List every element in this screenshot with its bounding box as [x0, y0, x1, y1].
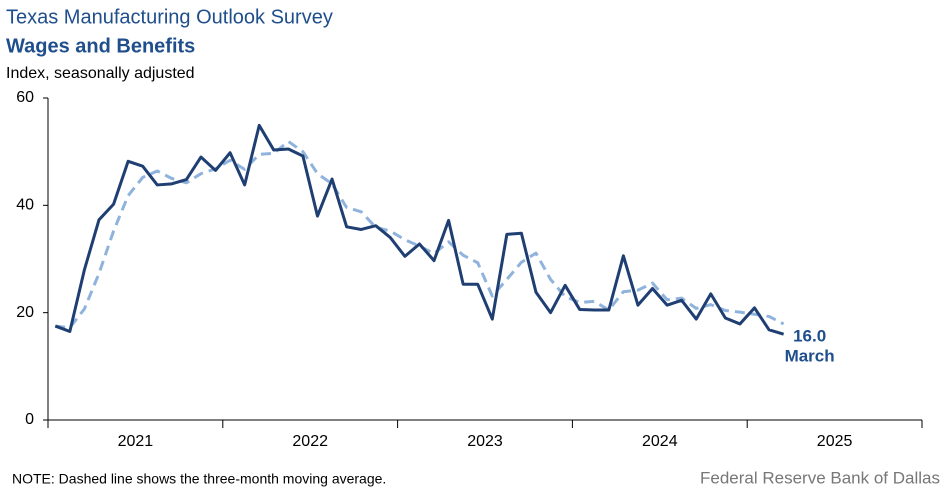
x-tick-label: 2023: [467, 433, 503, 450]
index-line: [54, 123, 785, 336]
y-tick-label: 0: [25, 411, 34, 428]
x-tick-label: 2021: [118, 433, 154, 450]
x-tick-label: 2025: [817, 433, 853, 450]
y-axis-label: Index, seasonally adjusted: [6, 65, 195, 82]
chart-subtitle: Wages and Benefits: [6, 35, 195, 57]
period-annotation: March: [785, 347, 835, 366]
moving-average-line: [55, 139, 785, 330]
y-tick-label: 20: [16, 304, 34, 321]
value-annotation: 16.0: [793, 327, 826, 346]
note: NOTE: Dashed line shows the three-month …: [12, 471, 386, 487]
source: Federal Reserve Bank of Dallas: [700, 468, 940, 487]
x-tick-label: 2024: [642, 433, 678, 450]
chart-title: Texas Manufacturing Outlook Survey: [6, 6, 333, 28]
y-tick-label: 60: [16, 89, 34, 106]
y-tick-label: 40: [16, 197, 34, 214]
x-tick-label: 2022: [292, 433, 328, 450]
